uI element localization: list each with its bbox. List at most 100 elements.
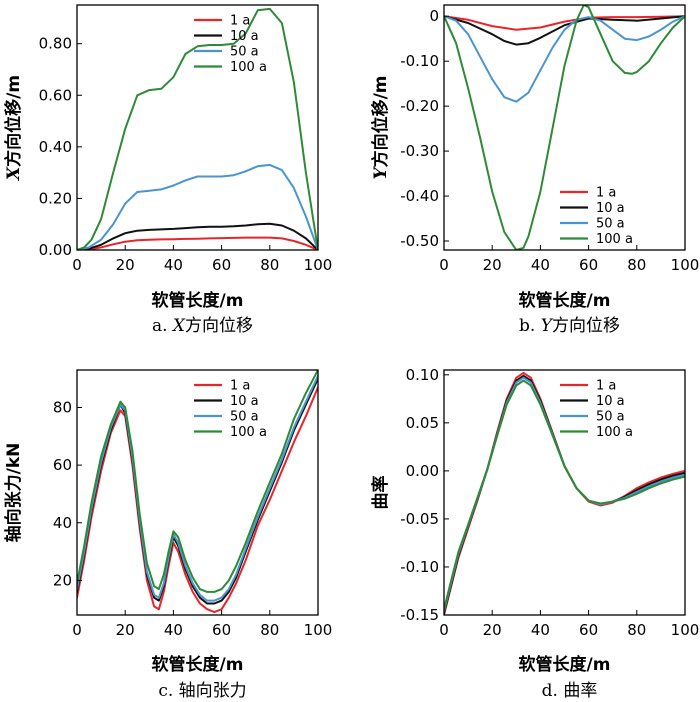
series-group — [77, 7, 318, 250]
series-line-50a — [444, 15, 685, 103]
y-tick-label: -0.10 — [400, 52, 439, 70]
legend-entry: 50 a — [230, 410, 259, 425]
y-tick-label: -0.10 — [400, 558, 439, 576]
legend-entry: 10 a — [596, 394, 625, 409]
plot-frame — [443, 369, 686, 616]
x-tick-label: 60 — [579, 621, 598, 639]
x-tick-label: 20 — [116, 256, 135, 274]
series-group — [444, 5, 685, 250]
series-line-10a — [77, 222, 318, 250]
legend-entry: 10 a — [596, 201, 625, 216]
x-tick-label: 20 — [116, 621, 135, 639]
x-tick-label: 20 — [483, 256, 502, 274]
x-axis-label: 软管长度/m — [519, 290, 611, 311]
y-tick-label: -0.40 — [400, 187, 439, 205]
y-tick-label: 0.10 — [406, 366, 439, 384]
x-tick-label: 100 — [304, 621, 333, 639]
series-group — [444, 371, 685, 615]
series-line-1a — [77, 236, 318, 250]
x-axis-label: 软管长度/m — [152, 654, 244, 675]
series-line-10a — [77, 377, 318, 605]
x-tick-label: 80 — [627, 256, 646, 274]
y-tick-label: 60 — [53, 456, 72, 474]
y-tick-label: 0 — [429, 7, 439, 25]
series-line-100a — [77, 370, 318, 593]
x-tick-label: 60 — [579, 256, 598, 274]
x-tick-label: 40 — [164, 621, 183, 639]
series-group — [77, 370, 318, 614]
chart-panel-a: 0 20 40 60 80 100 0.00 0.20 0.40 0.60 0.80 软管长度/m X方… — [3, 4, 333, 336]
y-tick-label: 40 — [53, 514, 72, 532]
series-line-100a — [444, 379, 685, 611]
y-tick-label: 0.00 — [406, 462, 439, 480]
x-tick-label: 80 — [260, 621, 279, 639]
y-tick-label: -0.15 — [400, 606, 439, 624]
panel-caption: c. 轴向张力 — [158, 681, 246, 701]
legend-entry: 1 a — [230, 14, 250, 29]
x-tick-label: 60 — [212, 256, 231, 274]
y-tick-label: 0.05 — [406, 414, 439, 432]
series-line-100a — [77, 7, 318, 250]
panel-caption: d. 曲率 — [542, 681, 598, 701]
panel-caption: b. Y方向位移 — [519, 316, 620, 336]
legend-entry: 1 a — [596, 379, 616, 394]
chart-panel-b: 0 20 40 60 80 100 0 -0.10 -0.20 -0.30 -0.40 -0.50 软管… — [370, 4, 700, 336]
chart-panel-c: 0 20 40 60 80 100 20 40 60 80 软管长度/m 轴向张力/kN c. 轴向张力… — [3, 369, 333, 701]
x-tick-label: 100 — [304, 256, 333, 274]
x-tick-label: 0 — [72, 621, 82, 639]
x-tick-label: 80 — [260, 256, 279, 274]
x-tick-label: 40 — [531, 621, 550, 639]
legend-entry: 50 a — [596, 410, 625, 425]
series-line-50a — [77, 163, 318, 250]
x-tick-label: 0 — [72, 256, 82, 274]
y-tick-label: 0.40 — [39, 138, 72, 156]
y-tick-label: 0.60 — [39, 86, 72, 104]
legend-entry: 50 a — [230, 45, 259, 60]
x-tick-label: 40 — [164, 256, 183, 274]
x-tick-label: 100 — [671, 621, 700, 639]
y-tick-label: -0.20 — [400, 97, 439, 115]
legend-entry: 50 a — [596, 217, 625, 232]
y-tick-label: -0.50 — [400, 232, 439, 250]
series-line-100a — [444, 5, 685, 250]
y-tick-label: 20 — [53, 571, 72, 589]
y-tick-label: 0.80 — [39, 35, 72, 53]
x-tick-label: 80 — [627, 621, 646, 639]
legend-entry: 100 a — [230, 425, 267, 440]
plot-frame — [443, 4, 686, 251]
legend-entry: 100 a — [230, 60, 267, 75]
series-line-50a — [77, 374, 318, 602]
x-tick-label: 0 — [439, 621, 449, 639]
y-tick-label: -0.05 — [400, 510, 439, 528]
series-line-1a — [77, 386, 318, 614]
plot-frame — [76, 369, 319, 616]
y-tick-label: 80 — [53, 398, 72, 416]
y-tick-label: 0.20 — [39, 189, 72, 207]
plot-frame — [76, 4, 319, 251]
x-axis-label: 软管长度/m — [152, 290, 244, 311]
legend-entry: 100 a — [596, 425, 633, 440]
x-tick-label: 0 — [439, 256, 449, 274]
y-tick-label: -0.30 — [400, 142, 439, 160]
chart-panel-d: 0 20 40 60 80 100 0.10 0.05 0.00 -0.05 -0.10 -0.15 软… — [370, 366, 699, 701]
series-line-1a — [444, 15, 685, 31]
legend-entry: 10 a — [230, 394, 259, 409]
x-tick-label: 60 — [212, 621, 231, 639]
y-tick-label: 0.00 — [39, 241, 72, 259]
y-axis-label: Y方向位移/m — [370, 75, 391, 179]
x-tick-label: 20 — [483, 621, 502, 639]
legend-entry: 1 a — [230, 379, 250, 394]
y-axis-label: 轴向张力/kN — [3, 443, 24, 543]
y-axis-label: 曲率 — [370, 476, 391, 510]
series-line-10a — [444, 15, 685, 46]
x-tick-label: 40 — [531, 256, 550, 274]
panel-caption: a. X方向位移 — [152, 316, 253, 336]
legend-entry: 10 a — [230, 29, 259, 44]
x-axis-label: 软管长度/m — [519, 654, 611, 675]
x-tick-label: 100 — [671, 256, 700, 274]
